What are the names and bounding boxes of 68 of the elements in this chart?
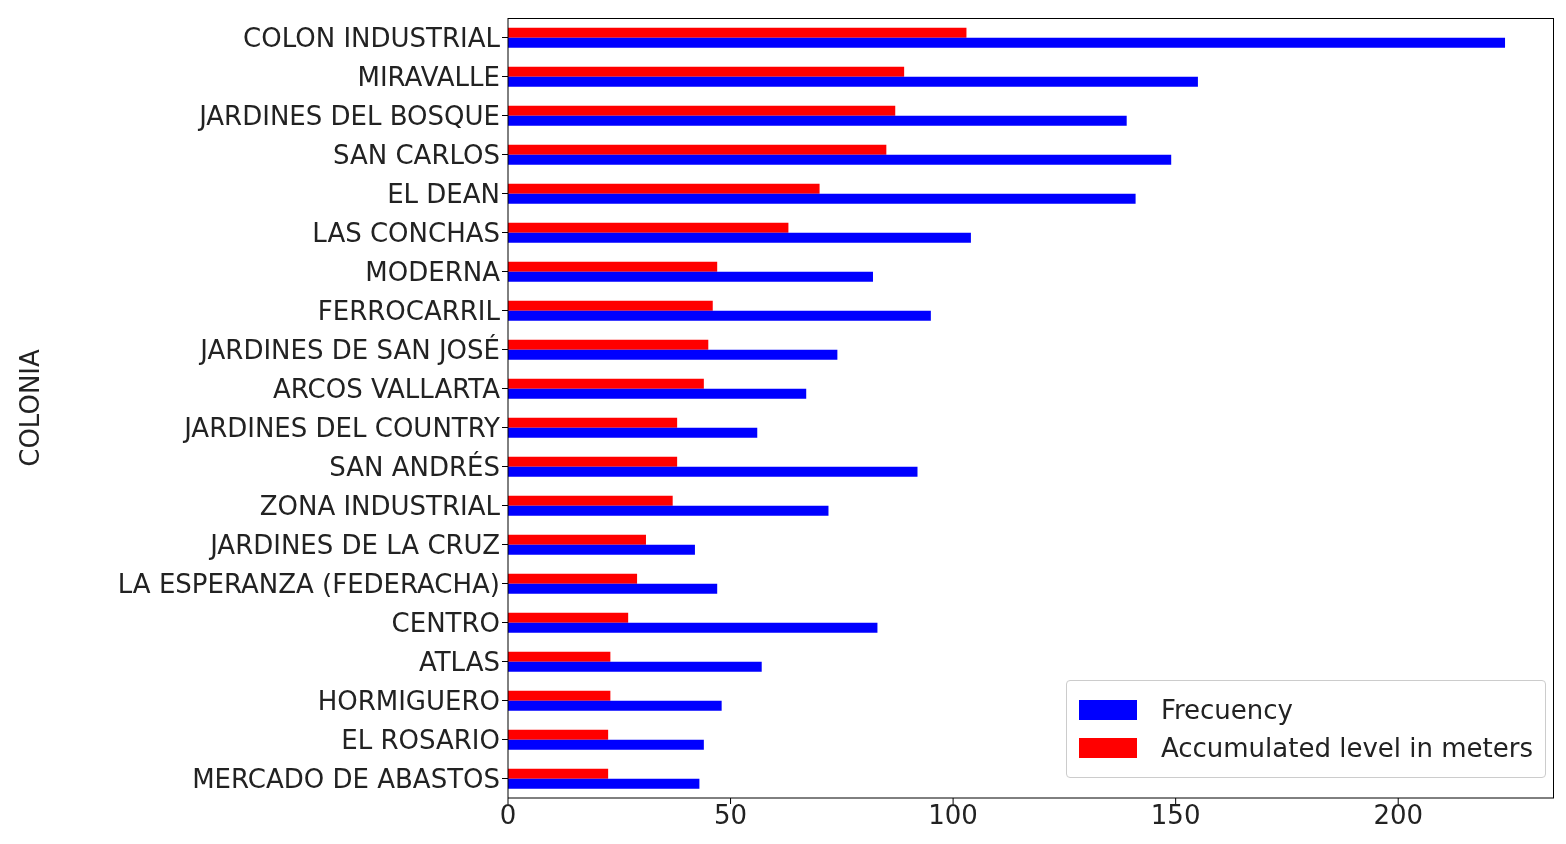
bar <box>508 456 678 467</box>
bar <box>508 378 704 389</box>
bar <box>508 700 722 711</box>
bar <box>508 417 678 428</box>
bar <box>508 183 820 194</box>
x-tick-label: 150 <box>1150 800 1201 831</box>
bar <box>508 622 878 633</box>
legend-label: Accumulated level in meters <box>1160 733 1533 763</box>
y-tick-label: ARCOS VALLARTA <box>272 373 501 404</box>
y-tick-label: CENTRO <box>391 607 500 638</box>
bar <box>508 612 629 623</box>
y-tick-label: EL ROSARIO <box>341 724 500 755</box>
y-axis-title: COLONIA <box>15 349 46 467</box>
bar <box>508 768 609 779</box>
y-tick-label: JARDINES DEL COUNTRY <box>182 412 501 443</box>
bar <box>508 232 971 243</box>
bar <box>508 154 1172 165</box>
bar <box>508 271 873 282</box>
bar <box>508 310 931 321</box>
bar <box>508 261 718 272</box>
bar <box>508 544 695 555</box>
y-tick-label: MERCADO DE ABASTOS <box>192 763 500 794</box>
y-tick-label: COLON INDUSTRIAL <box>243 22 501 53</box>
bar <box>508 505 829 516</box>
bar <box>508 690 611 701</box>
y-tick-label: FERROCARRIL <box>317 295 501 326</box>
bar <box>508 778 700 789</box>
y-tick-label: JARDINES DEL BOSQUE <box>197 100 500 131</box>
bar <box>508 76 1198 87</box>
y-tick-label: MIRAVALLE <box>357 61 500 92</box>
y-tick-label: JARDINES DE SAN JOSÉ <box>198 333 500 365</box>
y-tick-label: LA ESPERANZA (FEDERACHA) <box>117 568 500 599</box>
y-tick-label: HORMIGUERO <box>317 685 500 716</box>
x-tick-label: 0 <box>499 800 517 831</box>
bar <box>508 37 1506 48</box>
bar <box>508 651 611 662</box>
bar <box>508 583 718 594</box>
bar <box>508 534 646 545</box>
bar <box>508 222 789 233</box>
y-tick-label: ZONA INDUSTRIAL <box>259 490 501 521</box>
bar <box>508 388 807 399</box>
legend-label: Frecuency <box>1160 695 1293 725</box>
bar <box>508 144 887 155</box>
x-tick-label: 200 <box>1373 800 1424 831</box>
x-tick-label: 50 <box>714 800 748 831</box>
bar <box>508 66 905 77</box>
bar <box>508 115 1127 126</box>
y-tick-label: ATLAS <box>418 646 500 677</box>
y-tick-label: JARDINES DE LA CRUZ <box>208 529 500 560</box>
bar <box>508 300 713 311</box>
y-tick-label: MODERNA <box>365 256 501 287</box>
bar <box>508 495 673 506</box>
bar <box>508 729 609 740</box>
bar <box>508 466 918 477</box>
bar <box>508 573 638 584</box>
bar <box>508 739 704 750</box>
bar <box>508 349 838 360</box>
y-tick-label: SAN ANDRÉS <box>329 450 500 482</box>
bar <box>508 427 758 438</box>
bar <box>508 339 709 350</box>
x-tick-label: 100 <box>928 800 978 831</box>
y-tick-label: SAN CARLOS <box>332 139 500 170</box>
bar <box>508 193 1136 204</box>
bar <box>508 27 967 38</box>
bar <box>508 661 762 672</box>
bar <box>508 105 896 116</box>
y-tick-label: EL DEAN <box>387 178 500 209</box>
y-tick-label: LAS CONCHAS <box>312 217 500 248</box>
